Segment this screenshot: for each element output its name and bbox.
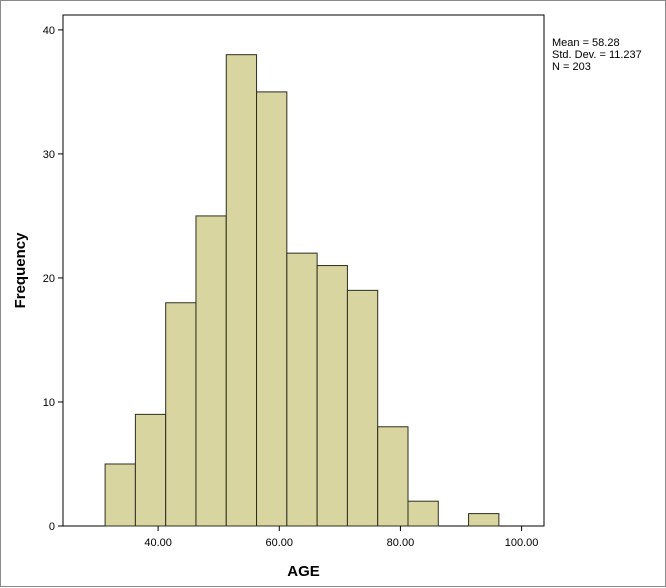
- y-tick-label-3: 30: [43, 149, 55, 161]
- y-tick-label-1: 10: [43, 397, 55, 409]
- x-tick-label-1: 60.00: [266, 537, 294, 549]
- histogram-bar-8: [346, 289, 379, 527]
- x-tick-label-3: 100.00: [505, 537, 539, 549]
- y-tick-label-4: 40: [43, 25, 55, 37]
- y-tick-label-2: 20: [43, 273, 55, 285]
- histogram-bar-12: [468, 513, 500, 527]
- y-tick-label-0: 0: [49, 521, 55, 533]
- x-tick-label-0: 40.00: [144, 537, 172, 549]
- x-axis-title: AGE: [287, 563, 320, 580]
- histogram-bar-9: [377, 426, 409, 527]
- stats-std-dev: Std. Dev. = 11.237: [552, 49, 642, 61]
- histogram-bar-6: [286, 252, 318, 527]
- stats-box: Mean = 58.28 Std. Dev. = 11.237 N = 203: [552, 37, 642, 73]
- histogram-bar-2: [165, 302, 197, 527]
- histogram-bar-1: [134, 413, 167, 527]
- stats-mean: Mean = 58.28: [552, 37, 620, 49]
- histogram-bar-5: [256, 91, 288, 527]
- x-tick-label-2: 80.00: [387, 537, 415, 549]
- histogram-bar-3: [195, 215, 227, 527]
- y-axis-title: Frequency: [12, 232, 29, 309]
- histogram-bar-0: [104, 463, 136, 527]
- histogram-bar-4: [225, 54, 258, 527]
- histogram-bar-10: [407, 500, 439, 527]
- histogram-bar-7: [316, 265, 348, 527]
- stats-n: N = 203: [552, 61, 591, 73]
